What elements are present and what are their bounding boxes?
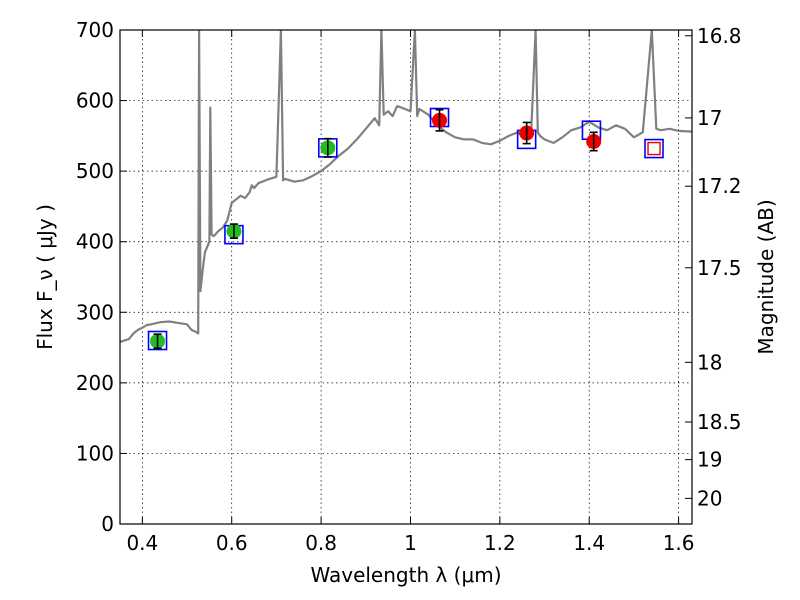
gridlines — [120, 30, 692, 524]
x-tick-label: 1.6 — [663, 531, 695, 555]
right-tick-label: 17.2 — [697, 174, 742, 198]
right-tick-label: 16.8 — [697, 24, 742, 48]
x-tick-label: 0.4 — [126, 531, 158, 555]
spectrum-line — [120, 30, 692, 343]
x-tick-label: 1.4 — [573, 531, 605, 555]
right-tick-label: 18.5 — [697, 410, 742, 434]
model-box-inner — [647, 141, 661, 156]
photometry-layer — [150, 108, 602, 350]
y-tick-label: 400 — [76, 230, 114, 254]
right-tick-label: 17 — [697, 106, 722, 130]
right-tick-label: 20 — [697, 486, 722, 510]
tick-labels: 0.4 0.6 0.8 1 1.2 1.4 1.6 0 100 200 300 400 500 600 70… — [76, 18, 742, 555]
y-tick-label: 0 — [101, 512, 114, 536]
x-axis-label: Wavelength λ (μm) — [310, 563, 501, 587]
axis-ticks — [120, 29, 692, 525]
y-axis-label-left: Flux F_ν ( μJy ) — [33, 204, 57, 350]
spectrum-layer — [120, 30, 692, 343]
y-tick-label: 200 — [76, 371, 114, 395]
y-tick-label: 700 — [76, 18, 114, 42]
plot-frame — [119, 29, 693, 525]
y-axis-label-right: Magnitude (AB) — [754, 199, 778, 354]
x-tick-label: 1 — [404, 531, 417, 555]
x-tick-label: 0.8 — [305, 531, 337, 555]
y-tick-label: 100 — [76, 441, 114, 465]
y-tick-label: 500 — [76, 159, 114, 183]
x-tick-label: 0.6 — [216, 531, 248, 555]
y-tick-label: 300 — [76, 300, 114, 324]
model-box — [644, 138, 664, 159]
model-box — [147, 330, 168, 351]
right-tick-label: 17.5 — [697, 256, 742, 280]
right-tick-label: 19 — [697, 448, 722, 472]
y-tick-label: 600 — [76, 89, 114, 113]
right-tick-label: 18 — [697, 350, 722, 374]
x-tick-label: 1.2 — [484, 531, 516, 555]
